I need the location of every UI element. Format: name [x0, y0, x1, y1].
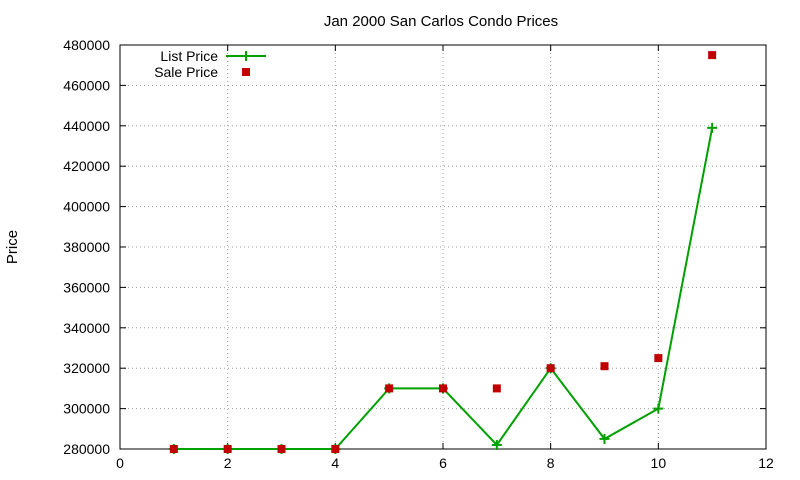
x-tick-label: 8: [547, 455, 555, 471]
y-tick-label: 460000: [63, 77, 110, 93]
y-tick-label: 400000: [63, 199, 110, 215]
x-tick-label: 6: [439, 455, 447, 471]
list-price-point: [491, 439, 502, 450]
x-tick-label: 10: [651, 455, 667, 471]
sale-price-point: [169, 445, 178, 453]
list-price-line: [173, 127, 714, 450]
x-tick-label: 2: [224, 455, 232, 471]
series-layer: [168, 51, 718, 454]
sale-price-series: [169, 51, 717, 453]
x-tick-label: 12: [758, 455, 774, 471]
sale-price-point: [223, 445, 232, 453]
sale-price-point: [439, 384, 447, 393]
legend-marker-sale-price: [242, 68, 250, 76]
chart-title: Jan 2000 San Carlos Condo Prices: [324, 13, 558, 30]
list-price-point: [653, 403, 664, 414]
sale-price-point: [331, 445, 340, 453]
y-tick-label: 360000: [63, 279, 110, 295]
grid: [120, 45, 766, 449]
y-tick-label: 300000: [63, 401, 110, 417]
y-tick-label: 320000: [63, 360, 110, 376]
sale-price-point: [492, 384, 501, 393]
y-tick-label: 420000: [63, 158, 110, 174]
y-tick-label: 280000: [63, 441, 110, 457]
y-tick-label: 480000: [63, 37, 110, 53]
sale-price-point: [654, 354, 663, 363]
sale-price-point: [600, 362, 609, 371]
legend-marker-list-price: [241, 51, 251, 61]
x-tick-label: 0: [116, 455, 124, 471]
axis-ticks: 0 2 4 6 8 10 12 280000 300000 320000 340000 360000 3…: [63, 37, 774, 471]
y-tick-label: 380000: [63, 239, 110, 255]
sale-price-point: [708, 51, 717, 60]
list-price-point: [707, 122, 718, 133]
legend-label-list-price: List Price: [160, 48, 218, 64]
list-price-point: [599, 433, 610, 444]
sale-price-point: [546, 364, 555, 373]
y-tick-label: 440000: [63, 118, 110, 134]
list-price-series: [168, 122, 718, 454]
y-tick-label: 340000: [63, 320, 110, 336]
sale-price-point: [277, 445, 286, 453]
y-axis-label: Price: [4, 230, 21, 264]
legend-label-sale-price: Sale Price: [154, 64, 218, 80]
x-tick-label: 4: [331, 455, 339, 471]
sale-price-point: [385, 384, 394, 393]
